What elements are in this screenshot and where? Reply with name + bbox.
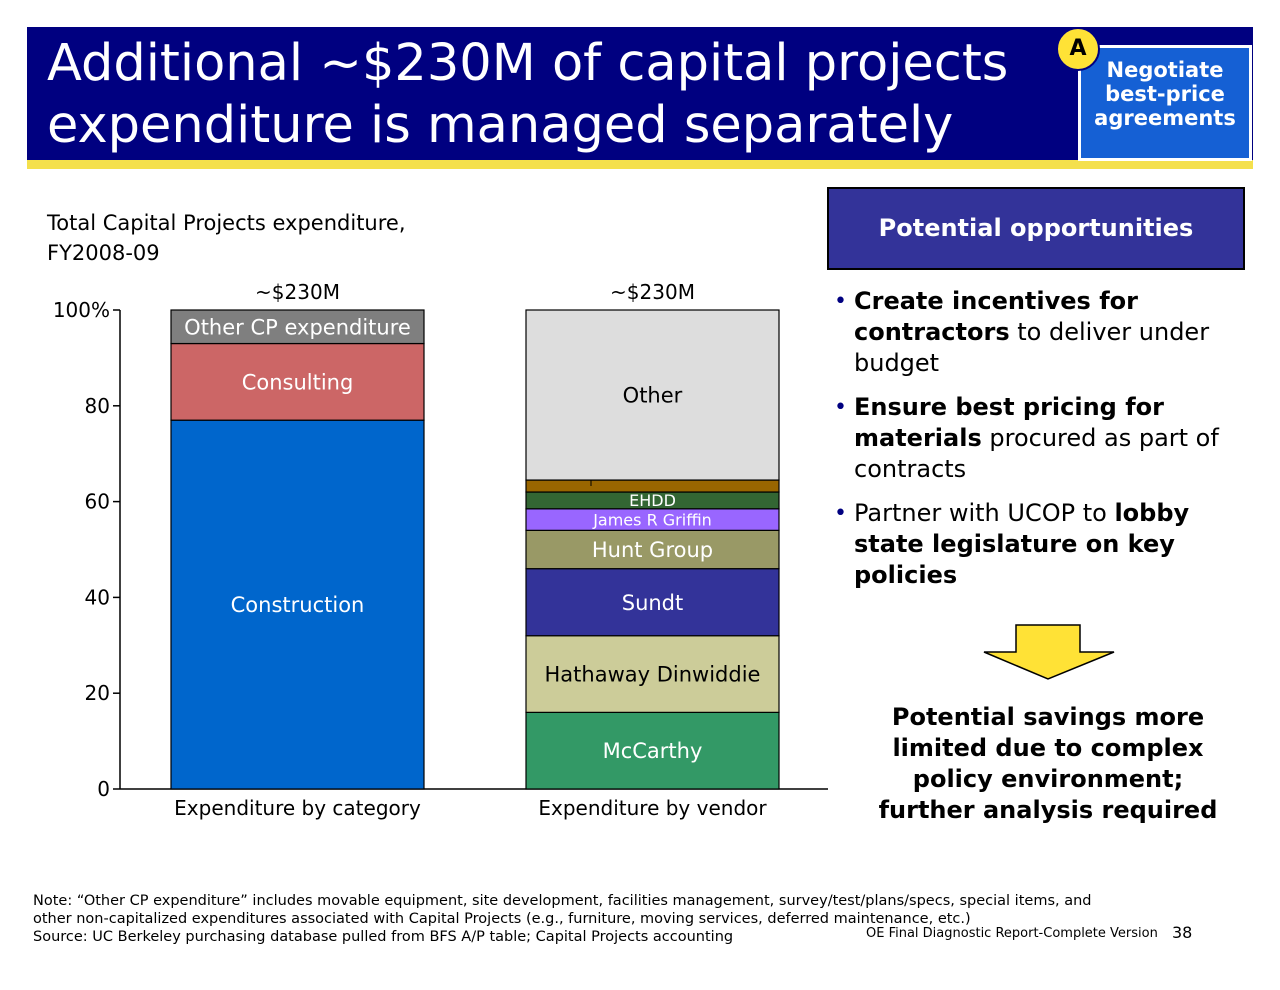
source-line: Source: UC Berkeley purchasing database … [33, 929, 734, 945]
bar-segment [525, 309, 780, 481]
bar-segment [170, 342, 425, 421]
chart-title-line-1: Total Capital Projects expenditure, [47, 211, 406, 235]
bar-segment [525, 529, 780, 570]
segment-label: Construction [231, 593, 365, 617]
page-title: Additional ~$230M of capital projects ex… [47, 33, 1057, 157]
conclusion-text: Potential savings more limited due to co… [848, 702, 1248, 826]
down-arrow-shape [983, 624, 1115, 680]
conclusion-line: Potential savings more [891, 703, 1205, 731]
bar-total-label: ~$230M [255, 280, 340, 304]
chart-title-line-2: FY2008-09 [47, 241, 160, 265]
bullet-dot-icon: • [834, 395, 847, 420]
y-tick-label: 100% [53, 298, 110, 322]
y-tick-label: 20 [85, 681, 110, 705]
segment-label: McCarthy [603, 739, 703, 763]
conclusion-line: further analysis required [878, 796, 1218, 824]
opportunity-bold-text: lobby state legislature on key policies [854, 499, 1190, 589]
page-title-line-1: Additional ~$230M of capital projects [47, 34, 1009, 93]
y-tick-label: 40 [85, 585, 110, 609]
stacked-bar-chart: 0 20 40 60 80 100% Construction Consulting Other… [53, 280, 828, 820]
down-arrow-icon [983, 624, 1115, 680]
bar-segment [170, 309, 425, 345]
bar-segment [525, 635, 780, 713]
conclusion-line: policy environment; [912, 765, 1184, 793]
bar-segment [525, 568, 780, 637]
footnote: Note: “Other CP expenditure” includes mo… [33, 892, 1153, 946]
opportunity-bold-text: Create incentives for contractors [854, 287, 1138, 346]
segment-label: Sundt [622, 591, 684, 615]
footnote-line-1: Note: “Other CP expenditure” includes mo… [33, 893, 1092, 909]
title-underline-stripe [27, 160, 1253, 169]
segment-label: Other [623, 384, 683, 408]
initiative-tag-line-1: Negotiate [1106, 58, 1224, 82]
opportunity-item: • Partner with UCOP to lobby state legis… [832, 498, 1252, 591]
x-category-label: Expenditure by vendor [538, 796, 767, 820]
initiative-tag: Negotiate best-price agreements [1078, 45, 1252, 161]
segment-label: James R Griffin [592, 510, 712, 529]
segment-label: EHDD [629, 491, 676, 510]
initiative-tag-line-2: best-price [1105, 82, 1225, 106]
opportunity-text: Partner with UCOP to [854, 499, 1115, 527]
segment-label: Hunt Group [592, 538, 713, 562]
opportunity-text: to deliver under budget [854, 318, 1210, 377]
page-title-line-2: expenditure is managed separately [47, 96, 954, 155]
y-tick-label: 80 [85, 394, 110, 418]
title-bar: Additional ~$230M of capital projects ex… [27, 27, 1253, 160]
opportunity-item: • Ensure best pricing for materials proc… [832, 392, 1252, 485]
bar-segment [525, 479, 780, 493]
y-tick-label: 60 [85, 490, 110, 514]
segment-label: Consulting [242, 370, 354, 394]
opportunities-header: Potential opportunities [827, 187, 1245, 270]
opportunity-text: procured as part of contracts [854, 424, 1219, 483]
conclusion-line: limited due to complex [892, 734, 1204, 762]
initiative-tag-line-3: agreements [1094, 106, 1236, 130]
footnote-line-2: other non-capitalized expenditures assoc… [33, 911, 971, 927]
opportunity-bold-text: Ensure best pricing for materials [854, 393, 1164, 452]
segment-label: Hathaway Dinwiddie [545, 663, 761, 687]
opportunities-list: • Create incentives for contractors to d… [832, 286, 1252, 604]
x-category-label: Expenditure by category [174, 796, 421, 820]
page-number: 38 [1172, 923, 1193, 942]
y-tick-label: 0 [97, 777, 110, 801]
bar-segment [170, 419, 425, 790]
bullet-dot-icon: • [834, 501, 847, 526]
chart-title: Total Capital Projects expenditure, FY20… [47, 208, 406, 268]
bullet-dot-icon: • [834, 289, 847, 314]
bar-segment [525, 711, 780, 790]
report-label: OE Final Diagnostic Report-Complete Vers… [866, 926, 1158, 941]
segment-label: Other CP expenditure [184, 315, 411, 339]
bar-total-label: ~$230M [610, 280, 695, 304]
section-badge: A [1056, 27, 1100, 71]
opportunity-item: • Create incentives for contractors to d… [832, 286, 1252, 379]
